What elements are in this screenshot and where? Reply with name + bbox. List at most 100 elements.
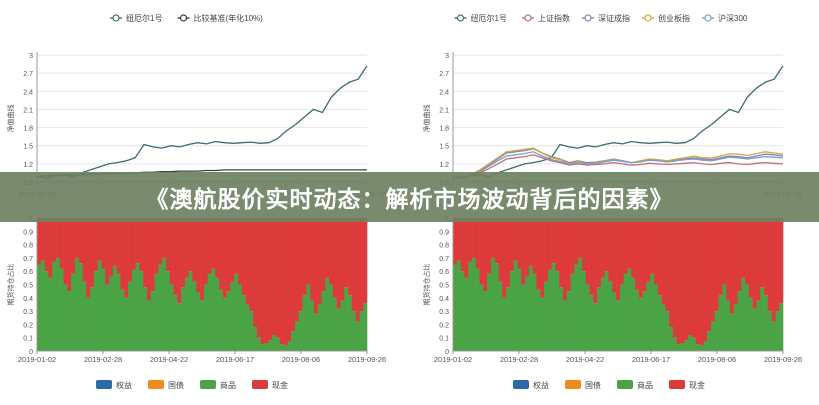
bar-cash [627, 218, 632, 269]
y-tick-label: 1.8 [439, 126, 449, 133]
bar-cash [196, 218, 201, 293]
y-axis-label: 期货持仓占比 [422, 264, 431, 306]
bar-cash [517, 218, 522, 269]
bar-cash [665, 218, 670, 312]
bar-cash [669, 218, 674, 328]
bar-cash [230, 218, 235, 282]
bar-commodity [563, 300, 568, 351]
bar-commodity [253, 327, 258, 351]
bar-commodity [707, 331, 712, 351]
bar-cash [695, 218, 700, 345]
bar-cash [135, 218, 140, 264]
bar-commodity [456, 260, 461, 351]
bar-commodity [340, 300, 345, 351]
bar-commodity [688, 335, 693, 351]
y-tick-label: 0.2 [23, 322, 33, 329]
bar-commodity [249, 311, 254, 351]
bar-commodity [559, 287, 564, 351]
bar-commodity [509, 271, 514, 351]
bar-commodity [124, 297, 129, 351]
bar-commodity [517, 268, 522, 351]
y-tick-label: 0.8 [439, 243, 449, 250]
x-tick-label: 2019-06-17 [216, 355, 254, 364]
y-tick-label: 0.7 [439, 256, 449, 263]
bar-commodity [82, 281, 87, 351]
bar-commodity [52, 261, 57, 351]
bar-commodity [44, 271, 49, 351]
legend-label: 沪深300 [718, 13, 748, 23]
bar-commodity [245, 304, 250, 351]
y-tick-label: 0.5 [23, 283, 33, 290]
bar-cash [55, 218, 61, 258]
bar-cash [604, 218, 609, 272]
bar-commodity [608, 281, 613, 351]
bar-cash [268, 218, 273, 341]
bar-cash [340, 218, 345, 301]
bar-cash [631, 218, 636, 278]
bar-cash [321, 218, 326, 292]
bar-cash [306, 218, 311, 285]
bar-commodity [302, 295, 307, 351]
bar-commodity [479, 284, 484, 351]
bar-cash [264, 218, 269, 344]
bar-commodity [600, 277, 606, 351]
bar-commodity [196, 292, 201, 351]
bar-commodity [71, 273, 76, 351]
bar-cash [585, 218, 590, 285]
bar-cash [355, 218, 360, 322]
series-line [452, 151, 784, 178]
bar-cash [513, 218, 518, 261]
bar-cash [275, 218, 281, 338]
legend-swatch [252, 380, 268, 389]
bar-commodity [112, 265, 117, 351]
bar-cash [173, 218, 178, 296]
bar-commodity [143, 287, 148, 351]
title-banner: 《澳航股价实时动态：解析市场波动背后的因素》 [0, 172, 819, 222]
y-tick-label: 2.1 [439, 107, 449, 114]
bar-commodity [673, 337, 678, 351]
bar-cash [310, 218, 315, 301]
bar-commodity [619, 284, 624, 351]
bar-commodity [90, 287, 95, 351]
bar-cash [158, 218, 163, 265]
bar-cash [642, 218, 647, 292]
bar-commodity [654, 284, 659, 351]
bar-commodity [169, 284, 174, 351]
bar-commodity [589, 295, 594, 351]
bar-cash [650, 218, 655, 274]
bar-cash [771, 218, 776, 322]
legend-label: 现金 [272, 380, 288, 390]
bar-cash [105, 218, 110, 285]
bar-commodity [574, 264, 579, 351]
bar-commodity [74, 257, 80, 351]
y-tick-label: 3 [29, 53, 33, 60]
bar-cash [363, 218, 368, 304]
bar-cash [207, 218, 212, 274]
bar-cash [101, 218, 106, 269]
bar-commodity [635, 289, 640, 351]
bar-commodity [257, 337, 262, 351]
bar-commodity [498, 281, 503, 351]
bar-cash [563, 218, 568, 301]
x-tick-label: 2019-04-22 [150, 355, 188, 364]
bar-commodity [287, 341, 292, 351]
bar-commodity [691, 337, 697, 351]
bar-commodity [475, 268, 480, 351]
bar-commodity [729, 313, 734, 351]
bar-commodity [657, 295, 662, 351]
bar-commodity [676, 344, 681, 351]
bar-commodity [544, 281, 549, 351]
bar-cash [238, 218, 243, 285]
bar-commodity [105, 284, 110, 351]
bar-cash [294, 218, 300, 322]
bar-commodity [332, 297, 337, 351]
legend-label: 深证成指 [598, 13, 630, 23]
bar-cash [733, 218, 738, 305]
bar-cash [737, 218, 742, 292]
bar-cash [487, 218, 492, 274]
bar-commodity [97, 260, 102, 351]
bar-cash [657, 218, 662, 296]
bar-commodity [184, 277, 190, 351]
bar-cash [570, 218, 575, 274]
bar-cash [222, 218, 227, 298]
